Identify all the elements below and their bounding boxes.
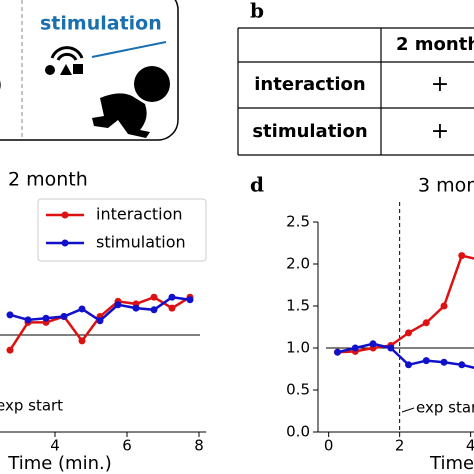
- annotation: exp start: [0, 397, 63, 415]
- point: [405, 361, 413, 369]
- x-tick-label: 2: [395, 437, 405, 455]
- y-tick-label: 2.5: [286, 213, 310, 231]
- point: [132, 304, 140, 312]
- annotation: exp start: [416, 399, 474, 417]
- point: [351, 344, 359, 352]
- point: [78, 305, 86, 313]
- x-tick-label: 6: [122, 437, 132, 455]
- point: [405, 329, 413, 337]
- point: [114, 301, 122, 309]
- point: [334, 348, 342, 356]
- panel-a-label: stimulation: [40, 13, 162, 35]
- baby-icon: [92, 66, 170, 138]
- table-cell: +: [431, 72, 449, 97]
- x-axis-label: Time (min.): [7, 453, 111, 474]
- point: [78, 337, 86, 345]
- table-cell: +: [431, 119, 449, 144]
- point: [422, 357, 430, 365]
- table-cell: stimulation: [252, 121, 367, 142]
- point: [369, 340, 377, 348]
- chart-title: 3 month: [418, 175, 474, 197]
- x-tick-label: 8: [194, 437, 204, 455]
- point: [60, 313, 68, 321]
- x-tick-label: 4: [466, 437, 474, 455]
- y-tick-label: 1.5: [286, 297, 310, 315]
- point: [42, 314, 50, 322]
- panel-a-frame: [0, 0, 179, 141]
- point: [422, 319, 430, 327]
- table-cell: interaction: [254, 74, 365, 95]
- toy-icon: [45, 46, 84, 75]
- legend-label: interaction: [96, 205, 183, 224]
- point: [440, 358, 448, 366]
- point: [96, 317, 104, 325]
- series-line: [337, 254, 474, 354]
- panel-label: b: [250, 0, 264, 23]
- point: [150, 306, 158, 314]
- legend-label: stimulation: [96, 233, 186, 252]
- y-tick-label: 1.0: [286, 339, 310, 357]
- point: [24, 316, 32, 324]
- y-tick-label: 0.5: [286, 381, 310, 399]
- y-tick-label: 0.0: [286, 423, 310, 441]
- table-header: 2 month: [396, 34, 474, 55]
- point: [168, 293, 176, 301]
- point: [168, 304, 176, 312]
- point: [458, 361, 466, 369]
- pointer-line: [91, 41, 167, 58]
- point: [186, 296, 194, 304]
- y-tick-label: 2.0: [286, 255, 310, 273]
- point: [150, 293, 158, 301]
- legend-marker: [61, 239, 69, 247]
- x-tick-label: 0: [324, 437, 334, 455]
- chart-title: 2 month: [8, 169, 88, 191]
- point: [440, 302, 448, 310]
- point: [458, 252, 466, 260]
- point: [387, 344, 395, 352]
- point: [6, 311, 14, 319]
- x-tick-label: 4: [50, 437, 60, 455]
- bracket: ): [0, 73, 3, 98]
- table-lines: [237, 27, 474, 156]
- panel-label: d: [250, 173, 264, 197]
- annotation-arrow: [401, 407, 415, 413]
- legend-marker: [61, 211, 69, 219]
- x-axis-label: Time: [429, 453, 474, 474]
- point: [6, 346, 14, 354]
